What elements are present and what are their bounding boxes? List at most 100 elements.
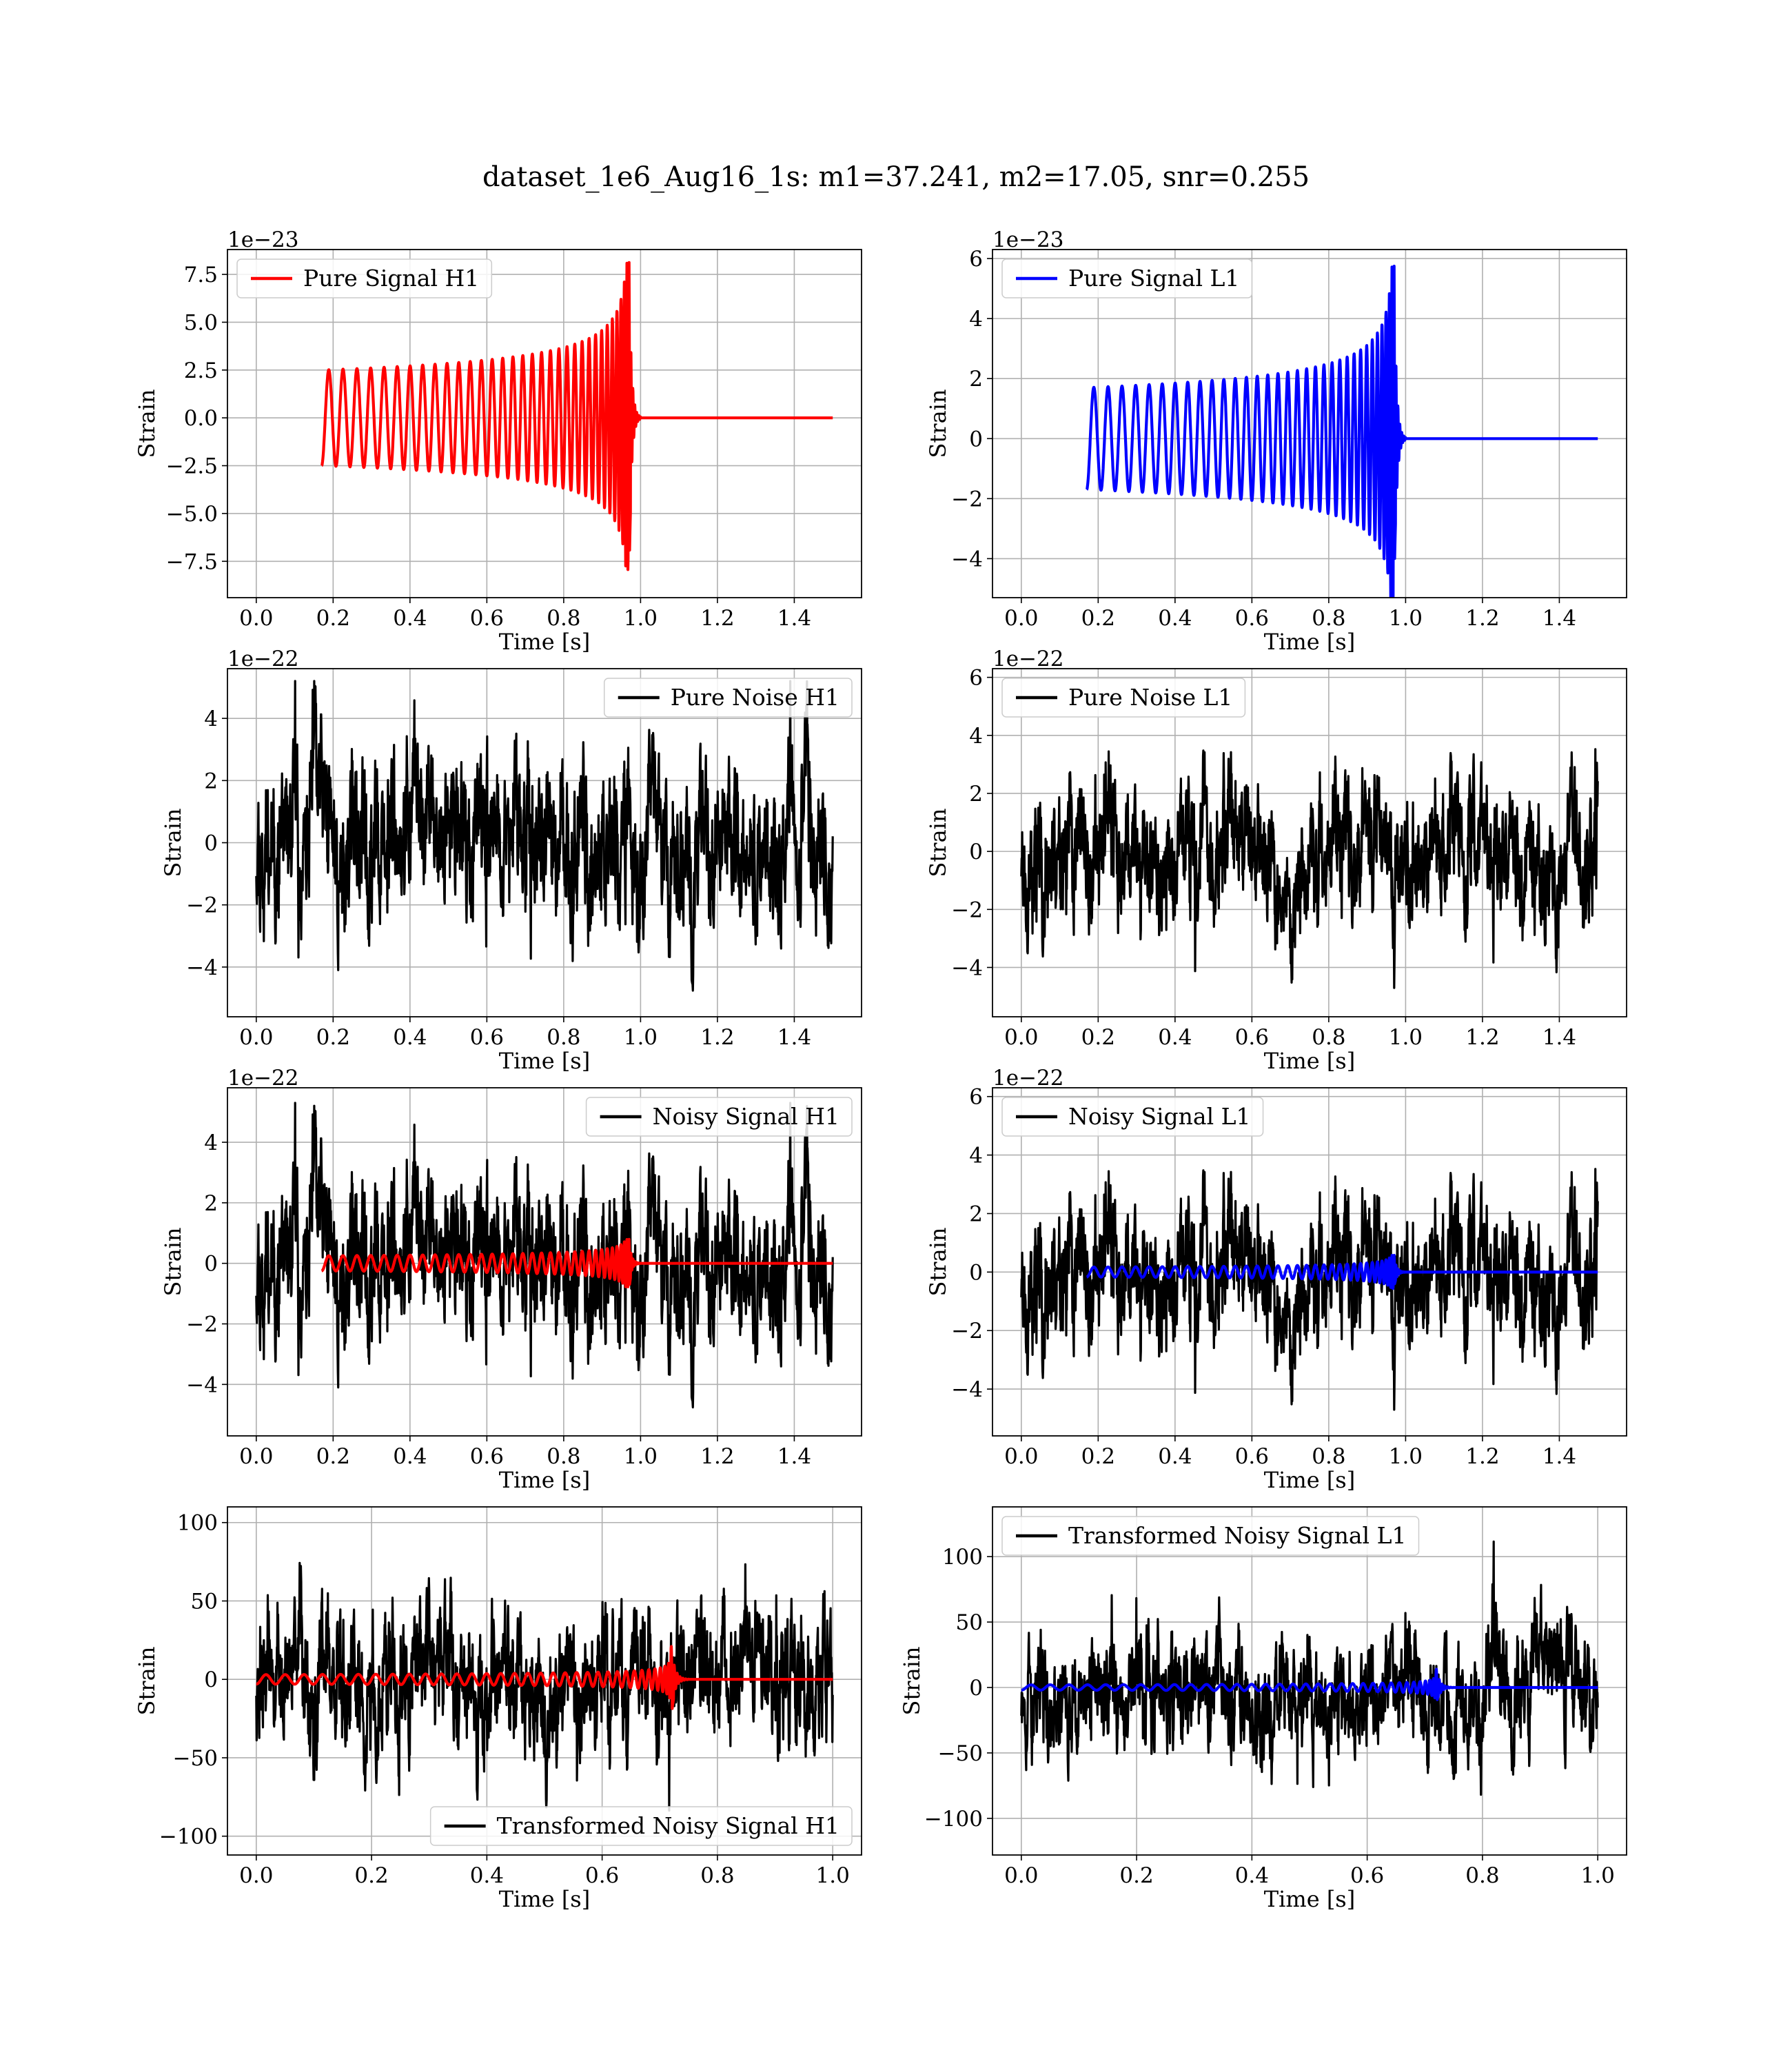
plot-frame (227, 1506, 862, 1856)
legend: Pure Signal H1 (236, 258, 493, 298)
legend-box (1001, 678, 1246, 718)
x-axis-label: Time [s] (1264, 1048, 1355, 1074)
y-tick-label: −2 (951, 898, 983, 922)
x-tick-label: 0.2 (1081, 1444, 1115, 1469)
y-tick-label: −2 (951, 487, 983, 511)
y-tick-label: 6 (969, 1085, 983, 1110)
x-tick-label: 1.0 (1389, 1444, 1423, 1469)
subplot-1: 0.0 0.2 0.4 0.6 0.8 1.0 1.2 1.4 −7.5 −5.0 −2.5 0.0 2… (134, 227, 862, 655)
x-tick-label: 0.8 (1312, 606, 1345, 631)
y-tick-label: 4 (969, 307, 983, 332)
y-tick-label: 6 (969, 247, 983, 272)
y-tick-label: 0 (204, 831, 218, 856)
x-tick-label: 1.2 (700, 1444, 734, 1469)
x-tick-label: 0.8 (547, 606, 580, 631)
y-axis-label: Strain (925, 809, 951, 878)
series-line-1 (1020, 748, 1599, 989)
y-offset-text: 1e−22 (227, 1066, 299, 1091)
y-tick-label: 6 (969, 666, 983, 691)
x-tick-label: 0.4 (1158, 606, 1192, 631)
series-line-1 (1020, 1540, 1599, 1796)
y-tick-label: 2 (969, 782, 983, 807)
legend: Pure Noise H1 (603, 678, 853, 718)
x-tick-label: 1.0 (1389, 606, 1423, 631)
x-tick-label: 1.0 (624, 1444, 658, 1469)
y-axis-label: Strain (925, 1228, 951, 1297)
legend-box (1001, 258, 1253, 298)
x-tick-label: 1.4 (1542, 1025, 1576, 1050)
series-line-2 (320, 1237, 834, 1288)
y-tick-label: −4 (951, 955, 983, 980)
x-tick-label: 1.0 (1581, 1863, 1615, 1888)
x-tick-label: 0.4 (1158, 1025, 1192, 1050)
y-tick-label: −2 (186, 893, 218, 918)
plot-frame (992, 1087, 1627, 1437)
y-axis-label: Strain (134, 389, 160, 458)
legend: Noisy Signal H1 (585, 1097, 853, 1137)
x-tick-label: 0.4 (393, 1444, 427, 1469)
legend-box (236, 258, 493, 298)
y-tick-label: 2 (969, 1202, 983, 1226)
x-tick-label: 1.0 (816, 1863, 850, 1888)
legend: Transformed Noisy Signal L1 (1001, 1516, 1420, 1556)
x-tick-label: 0.6 (470, 1444, 504, 1469)
x-tick-label: 0.8 (700, 1863, 734, 1888)
x-tick-label: 0.2 (1081, 606, 1115, 631)
x-axis-label: Time [s] (1264, 1886, 1355, 1912)
x-tick-label: 1.2 (1465, 1025, 1499, 1050)
plot-frame (227, 1087, 862, 1437)
y-tick-label: 0 (969, 840, 983, 864)
legend-label: Transformed Noisy Signal H1 (497, 1812, 839, 1839)
y-tick-label: −100 (924, 1807, 983, 1832)
legend: Transformed Noisy Signal H1 (429, 1806, 853, 1846)
x-tick-label: 0.0 (1004, 1444, 1038, 1469)
x-tick-label: 0.2 (316, 1444, 350, 1469)
subplot-5: 0.0 0.2 0.4 0.6 0.8 1.0 1.2 1.4 −4 −2 0 2 4 Time [s] S… (160, 1066, 862, 1493)
y-offset-text: 1e−22 (992, 1066, 1064, 1091)
x-tick-label: 0.0 (239, 1863, 273, 1888)
y-axis-label: Strain (160, 1228, 186, 1297)
legend-box (1001, 1516, 1420, 1556)
x-tick-label: 1.0 (624, 606, 658, 631)
legend: Noisy Signal L1 (1001, 1097, 1264, 1137)
y-tick-label: −4 (186, 1372, 218, 1397)
x-tick-label: 0.8 (547, 1025, 580, 1050)
legend-label: Pure Noise L1 (1068, 684, 1232, 711)
series-line-1 (255, 1561, 834, 1812)
legend-label: Pure Signal L1 (1068, 265, 1239, 292)
x-tick-label: 1.0 (1389, 1025, 1423, 1050)
x-tick-label: 1.4 (1542, 1444, 1576, 1469)
y-offset-text: 1e−23 (992, 227, 1064, 252)
y-tick-label: −50 (173, 1746, 218, 1771)
legend: Pure Noise L1 (1001, 678, 1246, 718)
x-tick-label: 0.6 (1350, 1863, 1384, 1888)
y-tick-label: 2 (969, 367, 983, 392)
y-tick-label: −50 (938, 1741, 983, 1766)
plot-frame (992, 668, 1627, 1017)
plot-frame (227, 249, 862, 598)
legend-box (1001, 1097, 1264, 1137)
y-tick-label: −4 (951, 1377, 983, 1402)
y-offset-text: 1e−22 (227, 647, 299, 671)
y-tick-label: 2.5 (184, 358, 218, 383)
y-tick-label: 50 (191, 1589, 218, 1614)
x-tick-label: 0.0 (1004, 1863, 1038, 1888)
x-tick-label: 0.4 (393, 606, 427, 631)
subplot-6: 0.0 0.2 0.4 0.6 0.8 1.0 1.2 1.4 −4 −2 0 2 4 6 Time [s]… (925, 1066, 1627, 1493)
y-tick-label: 100 (177, 1511, 218, 1536)
x-tick-label: 0.6 (1235, 1025, 1269, 1050)
legend-box (585, 1097, 853, 1137)
x-axis-label: Time [s] (499, 1886, 590, 1912)
x-tick-label: 0.0 (239, 1444, 273, 1469)
y-tick-label: 4 (969, 724, 983, 749)
series-line-2 (255, 1645, 834, 1710)
y-tick-label: 4 (204, 707, 218, 731)
y-tick-label: −100 (159, 1825, 218, 1849)
x-tick-label: 0.2 (354, 1863, 388, 1888)
y-tick-label: 100 (942, 1545, 983, 1570)
y-tick-label: 4 (969, 1144, 983, 1168)
subplot-8: 0.0 0.2 0.4 0.6 0.8 1.0 −100 −50 0 50 100 Time [s] S… (899, 1506, 1627, 1912)
x-tick-label: 0.4 (1158, 1444, 1192, 1469)
x-tick-label: 0.8 (1312, 1444, 1345, 1469)
